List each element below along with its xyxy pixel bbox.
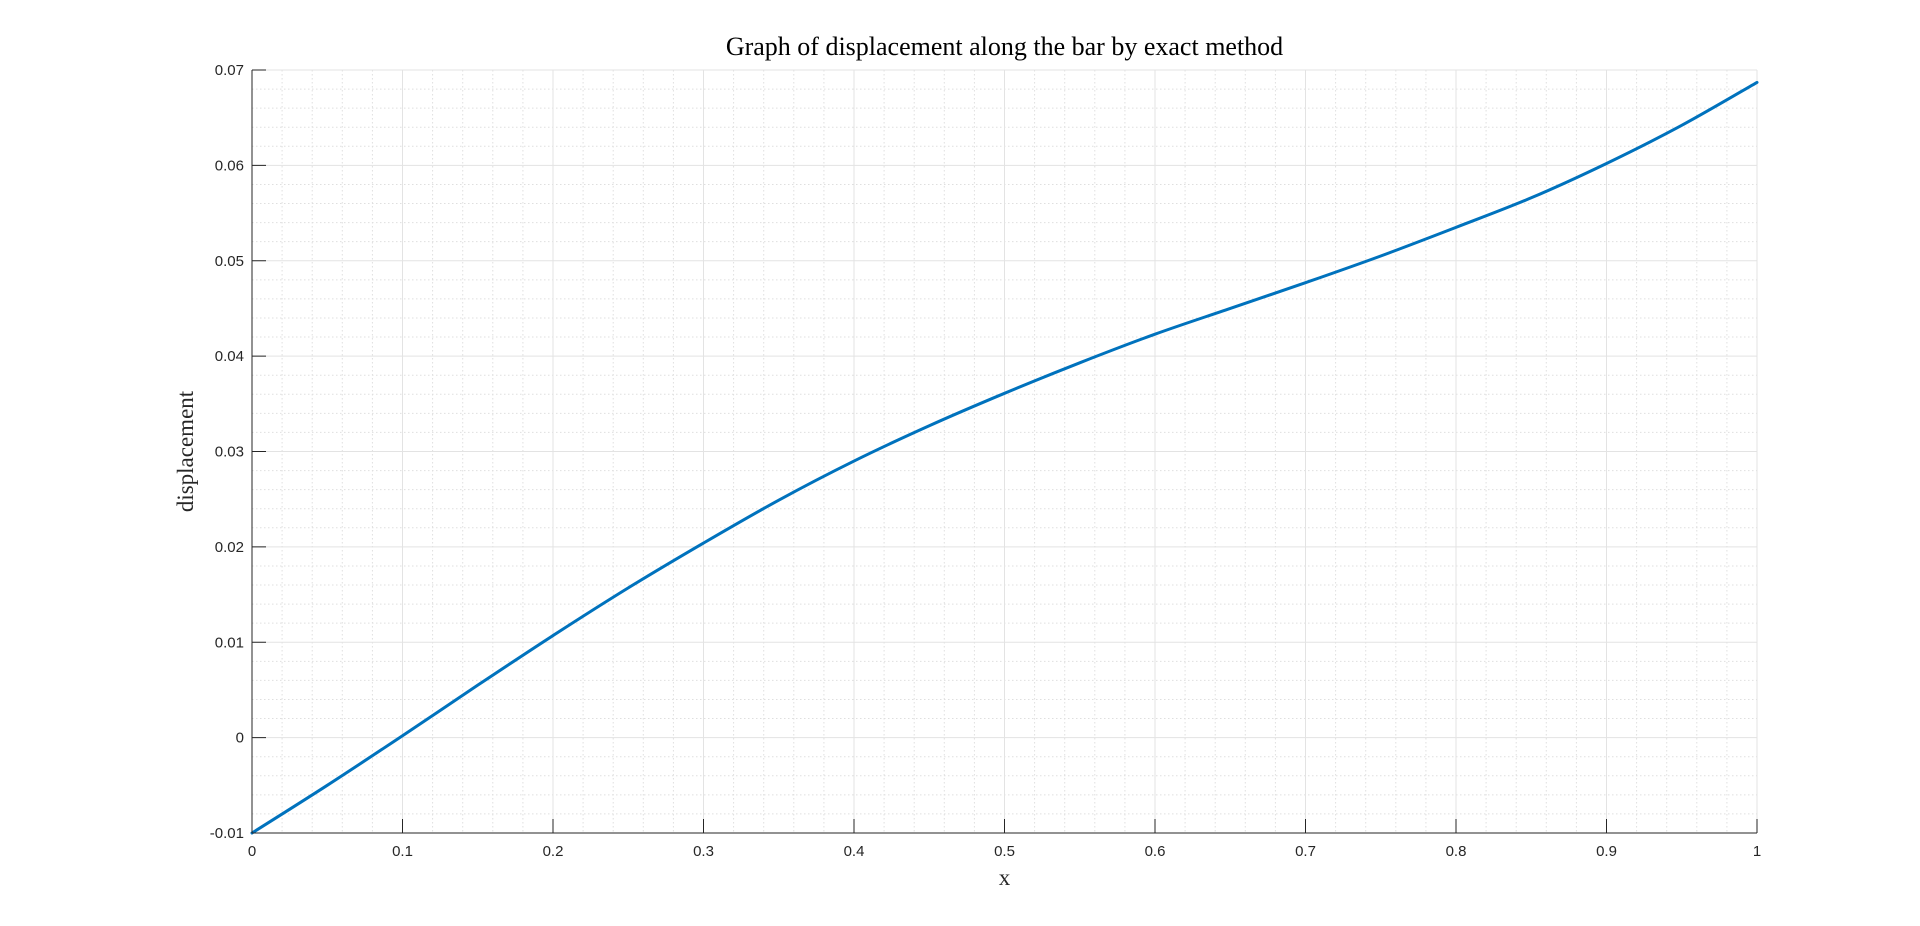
- x-tick-label: 0.9: [1596, 843, 1617, 860]
- x-tick-label: 0.8: [1446, 843, 1467, 860]
- y-tick-label: -0.01: [210, 825, 244, 842]
- series-line-0: [250, 80, 1759, 835]
- y-tick-label: 0.05: [215, 253, 244, 270]
- y-tick-label: 0.06: [215, 157, 244, 174]
- y-tick-label: 0.02: [215, 539, 244, 556]
- y-axis-label: displacement: [173, 390, 198, 512]
- y-tick-label: 0.04: [215, 348, 244, 365]
- chart-title: Graph of displacement along the bar by e…: [726, 32, 1283, 61]
- axes-layer: [251, 69, 1758, 834]
- x-tick-label: 0.5: [994, 843, 1015, 860]
- series-layer: [250, 80, 1759, 835]
- tick-labels: 0 0.1 0.2 0.3 0.4 0.5 0.6 0.7 0.8 0.9 1-0.0100.010…: [210, 62, 1761, 860]
- x-tick-label: 0.2: [543, 843, 564, 860]
- y-tick-label: 0.01: [215, 634, 244, 651]
- x-tick-label: 0.3: [693, 843, 714, 860]
- x-tick-label: 0.7: [1295, 843, 1316, 860]
- y-tick-label: 0: [236, 730, 244, 747]
- y-tick-label: 0.03: [215, 444, 244, 461]
- x-tick-label: 1: [1753, 843, 1761, 860]
- x-tick-label: 0.1: [392, 843, 413, 860]
- x-axis-label: x: [999, 865, 1011, 890]
- y-tick-label: 0.07: [215, 62, 244, 79]
- x-tick-label: 0: [248, 843, 256, 860]
- x-tick-label: 0.6: [1145, 843, 1166, 860]
- x-tick-label: 0.4: [844, 843, 865, 860]
